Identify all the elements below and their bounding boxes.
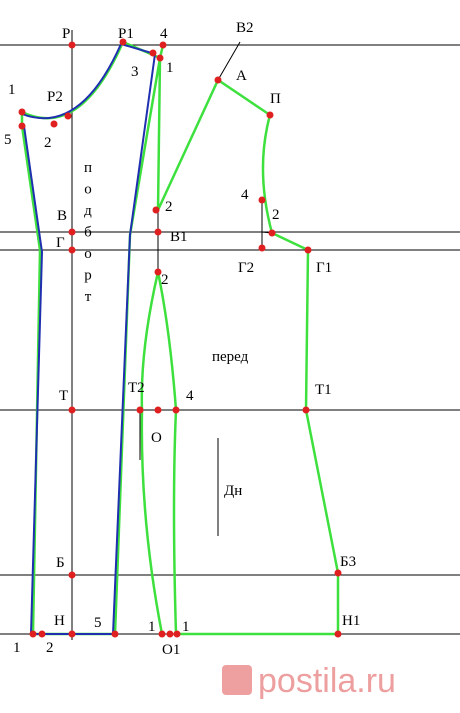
label: Т2 [128, 380, 145, 396]
label: 2 [46, 640, 54, 656]
back-piece [20, 40, 162, 636]
label: 2 [272, 207, 280, 223]
label: Б3 [340, 554, 356, 570]
watermark: postila.ru [222, 662, 396, 700]
vertical-letter: т [85, 289, 92, 305]
point-labels: Р Р1 4 В2 3 1 А П 1 Р2 2 5 2 4 2 В Г В1 … [4, 20, 360, 658]
label: 1 [148, 619, 156, 635]
label: Дн [224, 483, 242, 499]
label: Т1 [315, 382, 332, 398]
label: 5 [4, 132, 12, 148]
watermark-text: postila.ru [258, 662, 396, 700]
label: В1 [170, 229, 188, 245]
label: Р [62, 26, 70, 42]
label: Г1 [316, 260, 332, 276]
label: В2 [236, 20, 254, 36]
label: Р1 [118, 26, 134, 42]
label: 4 [160, 26, 168, 42]
vertical-letter: о [84, 182, 92, 198]
label: О [151, 430, 162, 446]
label: В [57, 208, 67, 224]
label: П [270, 91, 281, 107]
label: 1 [13, 640, 21, 656]
vertical-letter: б [84, 225, 92, 241]
label: Т [59, 388, 68, 404]
label: Г2 [238, 260, 254, 276]
label: А [236, 68, 247, 84]
label: Н [54, 613, 65, 629]
label: О1 [162, 642, 180, 658]
label: 2 [161, 272, 169, 288]
vertical-letter: п [84, 160, 92, 176]
label: 2 [165, 199, 173, 215]
label: 2 [44, 135, 52, 151]
label: Н1 [342, 613, 360, 629]
label: Б [56, 555, 65, 571]
label: 4 [241, 187, 249, 203]
label: 1 [166, 60, 174, 76]
vertical-letter: д [84, 203, 92, 219]
front-piece [139, 44, 340, 636]
label: 4 [186, 388, 194, 404]
label: Г [56, 235, 65, 251]
points [18, 38, 342, 638]
label: 1 [182, 619, 190, 635]
vertical-letter: о [84, 246, 92, 262]
vertical-letter: р [84, 268, 92, 284]
guide-lines [0, 30, 460, 640]
label: Р2 [47, 89, 63, 105]
label: 1 [8, 82, 16, 98]
label: 3 [131, 64, 139, 80]
label: перед [212, 349, 249, 365]
label: 5 [94, 615, 102, 631]
